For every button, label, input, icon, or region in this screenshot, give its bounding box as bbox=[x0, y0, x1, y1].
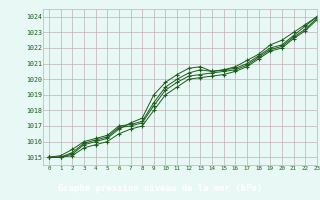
Text: Graphe pression niveau de la mer (hPa): Graphe pression niveau de la mer (hPa) bbox=[58, 184, 262, 193]
